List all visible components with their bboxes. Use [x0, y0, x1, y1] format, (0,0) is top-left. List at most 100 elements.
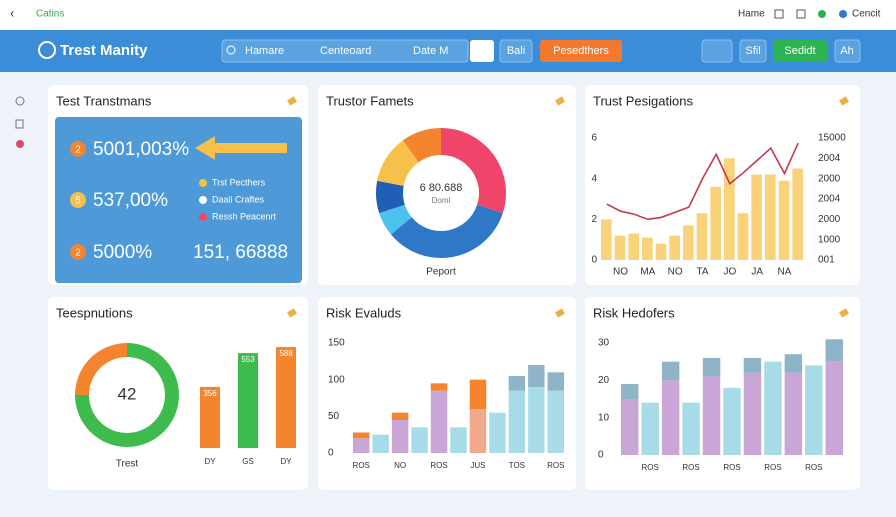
back-icon[interactable]: ‹	[10, 5, 14, 20]
edit-icon	[839, 96, 849, 106]
bar	[601, 219, 612, 260]
edit-icon	[555, 308, 565, 318]
bar-segment	[621, 384, 639, 399]
y-tick-label: 0	[328, 448, 334, 459]
button[interactable]	[540, 40, 622, 62]
badge-label: 2	[75, 248, 81, 259]
bar-segment	[508, 376, 526, 391]
panel-title: Risk Hedofers	[593, 305, 675, 320]
sidebar-icon[interactable]	[15, 119, 24, 129]
bar	[669, 235, 680, 260]
donut-segment	[379, 204, 412, 235]
top-link[interactable]: Hame	[738, 9, 765, 20]
button[interactable]	[499, 39, 533, 63]
donut-segment	[376, 180, 405, 214]
bar-segment	[641, 402, 659, 455]
x-tick-label: ROS	[682, 463, 699, 472]
bar-segment	[784, 372, 803, 455]
x-tick-label: GS	[242, 457, 254, 466]
badge	[70, 192, 86, 208]
bar	[238, 353, 258, 448]
donut-segment	[75, 343, 127, 395]
arrow	[195, 136, 287, 160]
bar-segment	[825, 361, 843, 455]
back-label[interactable]: Catins	[36, 9, 64, 20]
y2-tick-label: 001	[818, 255, 835, 266]
top-link[interactable]: Cencit	[852, 9, 881, 20]
donut-segment	[377, 140, 419, 186]
search-box[interactable]	[221, 39, 469, 63]
bar-segment	[450, 427, 467, 453]
bar-segment	[702, 357, 721, 377]
badge	[70, 244, 86, 260]
button[interactable]	[739, 39, 767, 63]
bar-segment	[430, 383, 448, 391]
bar	[642, 237, 653, 260]
bar	[683, 225, 694, 260]
icon[interactable]	[818, 10, 826, 18]
bar-value: 356	[203, 389, 217, 398]
y-tick-label: 0	[591, 255, 597, 266]
button-label[interactable]: Pesedthers	[553, 45, 609, 57]
donut-segment	[402, 128, 441, 163]
y2-tick-label: 2004	[818, 153, 841, 164]
panel-title: Trust Pesigations	[593, 93, 693, 108]
legend-dot	[199, 213, 207, 221]
icon[interactable]	[839, 10, 847, 18]
bar-segment	[547, 372, 564, 391]
panel	[318, 85, 576, 285]
x-tick-label: ROS	[642, 463, 659, 472]
y-tick-label: 2	[591, 214, 597, 225]
badge	[70, 141, 86, 157]
menu-item[interactable]: Date M	[413, 45, 448, 57]
y2-tick-label: 15000	[818, 133, 846, 144]
y2-tick-label: 2000	[818, 173, 841, 184]
total-value: 151, 66888	[193, 242, 288, 263]
y-tick-label: 6	[591, 133, 597, 144]
bar-segment	[528, 387, 545, 453]
bar-segment	[508, 390, 526, 453]
menu-item[interactable]: Centeoard	[320, 45, 371, 57]
x-tick-label: JO	[723, 267, 736, 278]
donut-caption: Trest	[116, 459, 139, 470]
y-tick-label: 20	[598, 375, 610, 386]
donut-center: 42	[118, 384, 137, 403]
x-tick-label: NO	[613, 267, 628, 278]
legend-label: Daali Craftes	[212, 194, 265, 204]
sidebar-icon[interactable]	[16, 140, 24, 148]
button[interactable]	[834, 39, 861, 63]
icon[interactable]	[796, 9, 806, 19]
sidebar-icon[interactable]	[15, 96, 25, 106]
donut-segment	[441, 128, 506, 214]
metric-value: 5001,003%	[93, 139, 189, 160]
x-tick-label: NO	[668, 267, 683, 278]
icon-button[interactable]	[701, 39, 733, 63]
bar	[200, 386, 220, 448]
x-tick-label: ROS	[547, 461, 564, 470]
y-tick-label: 4	[591, 173, 597, 184]
bar-segment	[469, 409, 487, 453]
x-tick-label: MA	[640, 267, 655, 278]
button-label[interactable]: Sedidt	[784, 45, 815, 57]
button-label[interactable]: Sfil	[745, 45, 760, 57]
y-tick-label: 30	[598, 338, 610, 349]
bar-segment	[682, 402, 700, 455]
brand-logo	[38, 41, 56, 59]
button[interactable]	[773, 40, 827, 62]
search-icon	[226, 45, 236, 55]
icon[interactable]	[774, 9, 784, 19]
x-tick-label: ROS	[805, 463, 822, 472]
icon-button[interactable]	[470, 40, 494, 62]
bar-segment	[353, 432, 370, 439]
bar-segment	[661, 380, 680, 455]
edit-icon	[839, 308, 849, 318]
bar-segment	[372, 434, 389, 453]
search-text[interactable]: Hamare	[245, 45, 284, 57]
bar-segment	[784, 354, 803, 373]
x-tick-label: TOS	[509, 461, 525, 470]
button-label[interactable]: Bali	[507, 45, 525, 57]
donut-caption: Peport	[426, 267, 456, 278]
bar	[614, 235, 626, 260]
button-label[interactable]: Ah	[840, 45, 853, 57]
